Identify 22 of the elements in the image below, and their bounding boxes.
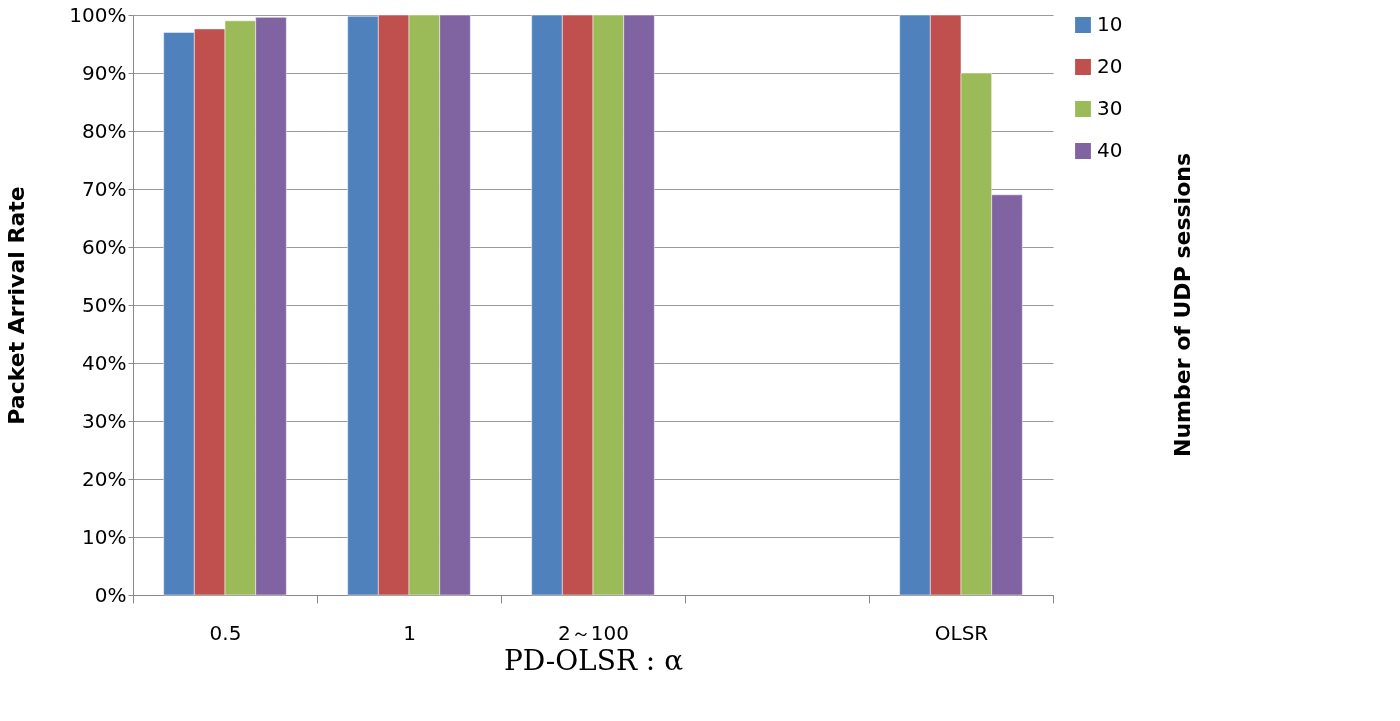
- y-tick-label: 40%: [82, 350, 127, 375]
- legend-label: 30: [1097, 96, 1123, 120]
- x-axis-title: PD-OLSR : α: [503, 643, 684, 677]
- y-tick-label: 20%: [82, 466, 127, 491]
- y-tick-label: 50%: [82, 292, 127, 317]
- legend-title: Number of UDP sessions: [1170, 152, 1195, 458]
- y-tick-label: 80%: [82, 118, 127, 143]
- y-axis-title: Packet Arrival Rate: [4, 186, 30, 425]
- y-tick-label: 30%: [82, 408, 127, 433]
- x-tick-label: OLSR: [934, 620, 989, 645]
- legend-label: 10: [1097, 12, 1123, 36]
- y-tick-label: 100%: [69, 2, 127, 27]
- y-tick-label: 60%: [82, 234, 127, 259]
- y-tick-label: 0%: [94, 582, 127, 607]
- legend-label: 20: [1097, 54, 1123, 78]
- y-tick-label: 70%: [82, 176, 127, 201]
- y-tick-label: 10%: [82, 524, 127, 549]
- x-tick-label: 2～100: [558, 620, 629, 645]
- x-tick-label: 0.5: [209, 620, 242, 645]
- legend-label: 40: [1097, 138, 1123, 162]
- y-tick-label: 90%: [82, 60, 127, 85]
- x-tick-label: 1: [403, 620, 416, 645]
